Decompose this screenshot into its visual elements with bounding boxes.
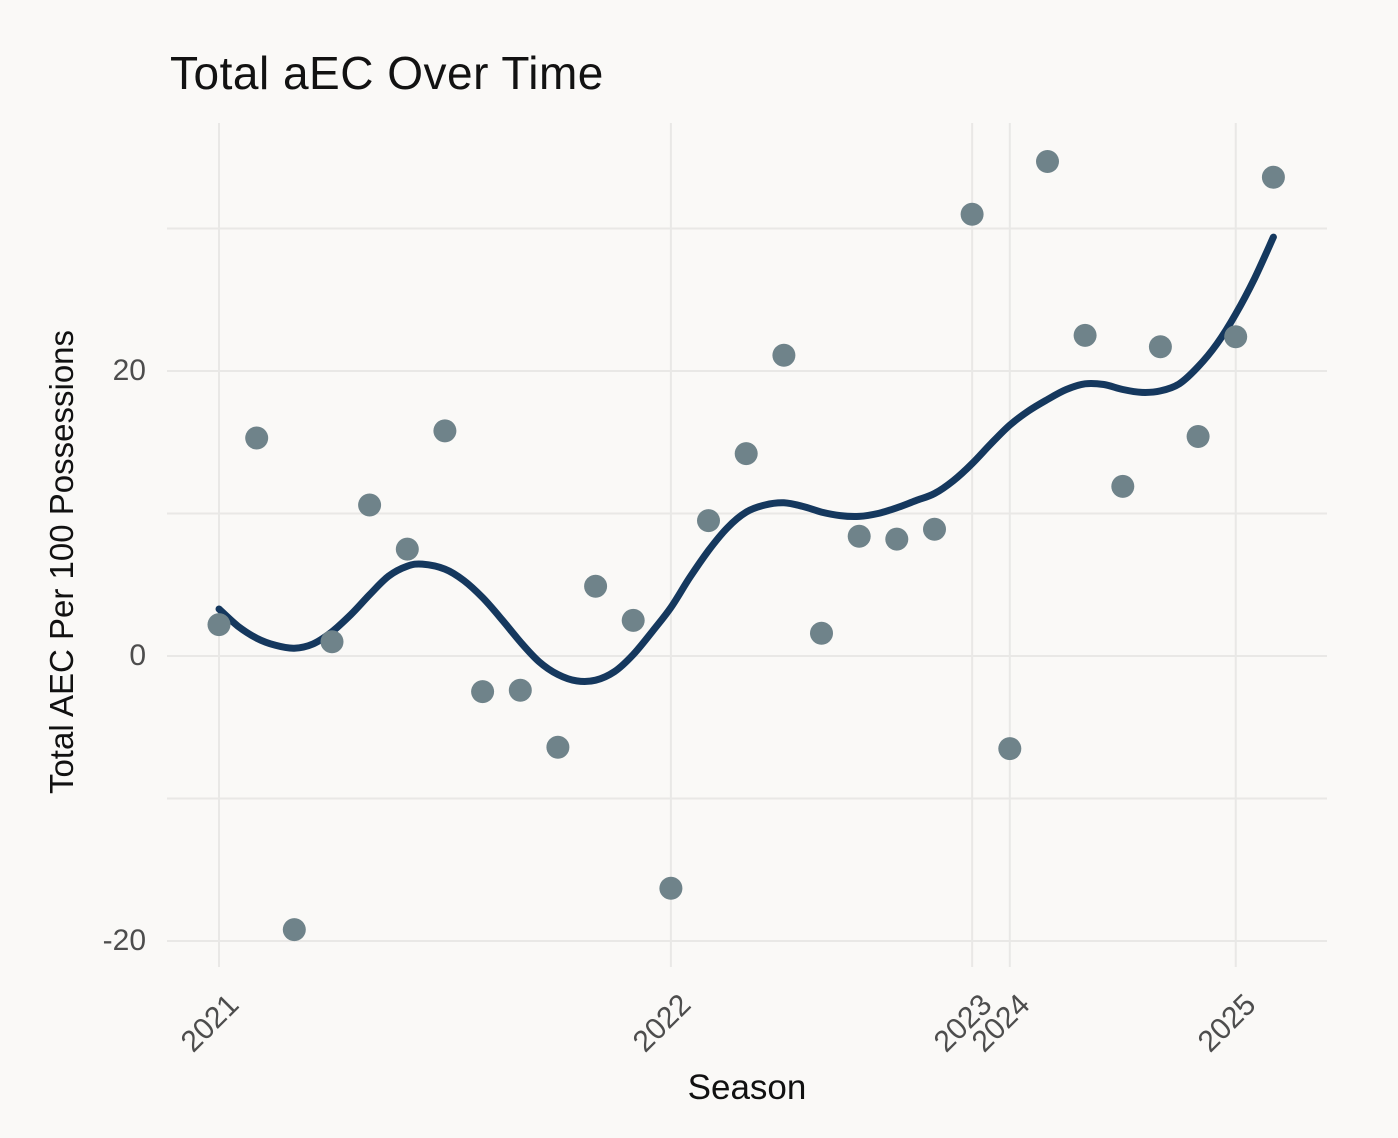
data-point: [207, 613, 231, 637]
data-point: [546, 735, 570, 759]
data-point: [471, 680, 495, 704]
y-tick-label--20: -20: [102, 924, 146, 957]
data-point: [358, 493, 382, 517]
data-point: [621, 608, 645, 632]
chart-title: Total aEC Over Time: [170, 47, 604, 99]
data-point: [320, 630, 344, 654]
y-tick-label-0: 0: [129, 639, 146, 672]
data-point: [433, 419, 457, 443]
data-point: [245, 426, 269, 450]
data-point: [508, 678, 532, 702]
data-point: [923, 517, 946, 541]
data-point: [810, 621, 833, 645]
data-point: [1261, 165, 1285, 189]
data-point: [395, 537, 419, 561]
data-point: [584, 574, 608, 598]
data-point: [847, 524, 871, 548]
data-point: [998, 737, 1022, 761]
data-point: [1073, 323, 1097, 347]
data-point: [885, 527, 909, 551]
data-point: [697, 509, 720, 533]
data-point: [1224, 325, 1248, 349]
data-point: [1111, 474, 1135, 498]
data-point: [282, 918, 306, 942]
trend-line: [215, 233, 1277, 686]
data-point: [1036, 150, 1059, 173]
data-point: [734, 442, 758, 466]
data-point: [1148, 335, 1172, 359]
data-point: [772, 343, 796, 367]
data-point: [960, 202, 984, 226]
y-tick-label-20: 20: [112, 354, 146, 387]
x-axis-title: Season: [687, 1068, 807, 1107]
data-point: [659, 876, 683, 900]
data-point: [1186, 425, 1210, 448]
